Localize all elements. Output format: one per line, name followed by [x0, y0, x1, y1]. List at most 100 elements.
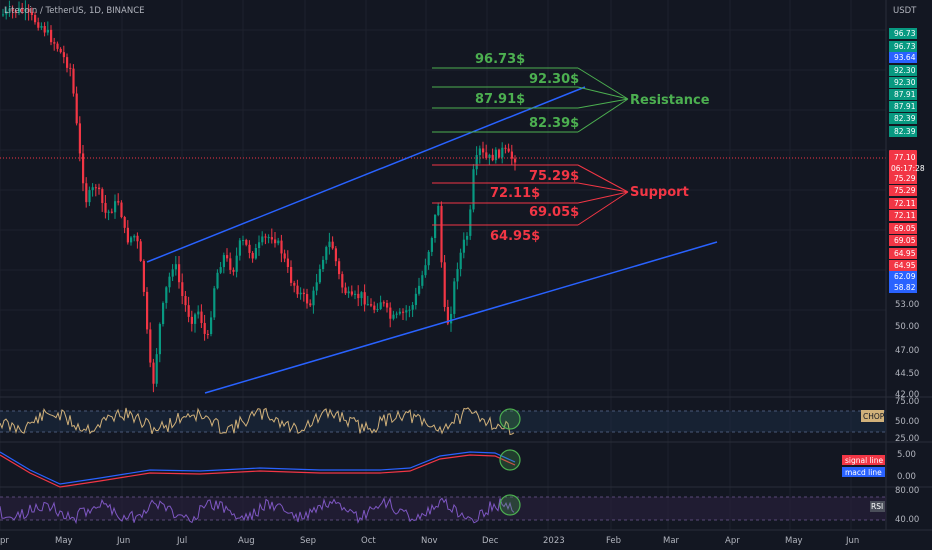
candle-body — [382, 302, 385, 304]
candle-body — [373, 305, 376, 310]
time-tick: pr — [0, 536, 9, 546]
candle-body — [405, 310, 408, 313]
candle-body — [75, 93, 78, 124]
candle-body — [434, 214, 437, 238]
signal-line — [0, 454, 516, 488]
candle-body — [347, 291, 350, 294]
candle-body — [466, 235, 469, 240]
time-tick: Jun — [845, 536, 859, 546]
resistance-level-label: 96.73$ — [475, 52, 525, 67]
candle-body — [194, 314, 197, 324]
macd-legend-label: macd line — [845, 468, 882, 477]
candle-body — [210, 317, 213, 335]
support-level-label: 75.29$ — [529, 169, 579, 184]
candle-body — [46, 29, 49, 33]
candle-body — [280, 240, 283, 254]
candle-body — [91, 187, 94, 191]
candle-body — [174, 264, 177, 270]
candle-body — [107, 211, 110, 213]
price-tag-value: 72.11 — [894, 211, 916, 220]
candle-body — [488, 154, 491, 158]
macd-highlight-circle — [499, 449, 521, 471]
candle-body — [478, 148, 481, 156]
chop-tick: 25.00 — [895, 434, 919, 444]
candle-body — [350, 291, 353, 295]
time-tick: Feb — [606, 536, 621, 546]
candles — [2, 0, 517, 393]
candle-body — [149, 329, 152, 363]
chart-title: Litecoin / TetherUS, 1D, BINANCE — [4, 6, 145, 16]
support-level-label: 69.05$ — [529, 205, 579, 220]
channel-upper-line[interactable] — [146, 86, 586, 263]
candle-body — [72, 68, 75, 94]
price-tag-value: 87.91 — [894, 102, 916, 111]
price-tag-bg — [889, 282, 917, 293]
candle-body — [8, 8, 11, 12]
price-axis-ticks: 53.00 50.00 47.00 44.50 42.00 — [895, 300, 919, 400]
candle-body — [126, 227, 129, 243]
candle-body — [117, 201, 120, 203]
candle-body — [514, 158, 517, 163]
candle-body — [482, 148, 485, 153]
time-tick: Jun — [116, 536, 130, 546]
price-tag-bg — [889, 198, 917, 209]
price-tag-value: 82.39 — [894, 114, 916, 123]
candle-body — [235, 255, 238, 272]
rsi-tag[interactable]: RSI — [870, 501, 885, 512]
candle-body — [222, 255, 225, 268]
price-tag-bg — [889, 89, 917, 100]
candle-body — [264, 236, 267, 238]
rsi-pane — [0, 494, 886, 525]
candle-body — [248, 244, 251, 253]
candle-body — [360, 292, 363, 299]
macd-pane — [0, 449, 521, 488]
price-tag-value: 64.95 — [894, 249, 916, 258]
candle-body — [254, 248, 257, 259]
price-tag-bg — [889, 52, 917, 63]
support-levels: 75.29$ 72.11$ 69.05$ 64.95$ Support — [432, 164, 689, 244]
currency-label: USDT — [893, 6, 917, 16]
time-tick: Jul — [176, 536, 187, 546]
candle-body — [315, 282, 318, 291]
candle-body — [229, 258, 232, 270]
macd-legend[interactable]: signal line macd line — [842, 455, 885, 477]
price-tag-bg — [889, 210, 917, 221]
signal-legend-label: signal line — [845, 456, 883, 465]
price-tag-bg — [889, 185, 917, 196]
price-tag-bg — [889, 126, 917, 137]
price-tag-value: 82.39 — [894, 127, 916, 136]
candle-body — [66, 57, 69, 68]
candle-body — [462, 239, 465, 253]
support-label: Support — [630, 185, 689, 200]
candle-body — [206, 333, 209, 335]
time-axis[interactable]: pr May Jun Jul Aug Sep Oct Nov Dec 2023 … — [0, 536, 859, 546]
candle-body — [398, 311, 401, 314]
candle-body — [402, 311, 405, 313]
candle-body — [344, 287, 347, 294]
candle-body — [232, 269, 235, 272]
price-tags: 96.73 96.73 93.64 92.30 92.30 87.91 87.91 82.39… — [889, 28, 917, 293]
candle-body — [226, 255, 229, 259]
time-tick: Dec — [482, 536, 499, 546]
candle-body — [302, 292, 305, 295]
candle-body — [56, 43, 59, 49]
candle-body — [158, 324, 161, 355]
channel-lower-line[interactable] — [204, 241, 718, 394]
candle-body — [251, 252, 254, 259]
macd-legend-bg — [842, 467, 885, 477]
candle-body — [14, 11, 17, 13]
candle-body — [85, 183, 88, 203]
candle-body — [312, 290, 315, 306]
candle-body — [414, 293, 417, 305]
rsi-highlight-circle — [499, 494, 521, 516]
last-price-tag[interactable]: 77.10 06:17:28 — [889, 150, 925, 175]
candle-body — [88, 190, 91, 203]
candle-body — [62, 52, 65, 58]
chop-tag[interactable]: CHOP — [861, 410, 885, 422]
candle-body — [306, 294, 309, 304]
candle-body — [277, 240, 280, 244]
candle-body — [456, 269, 459, 282]
candle-body — [53, 42, 56, 44]
price-tag-bg — [889, 28, 917, 39]
